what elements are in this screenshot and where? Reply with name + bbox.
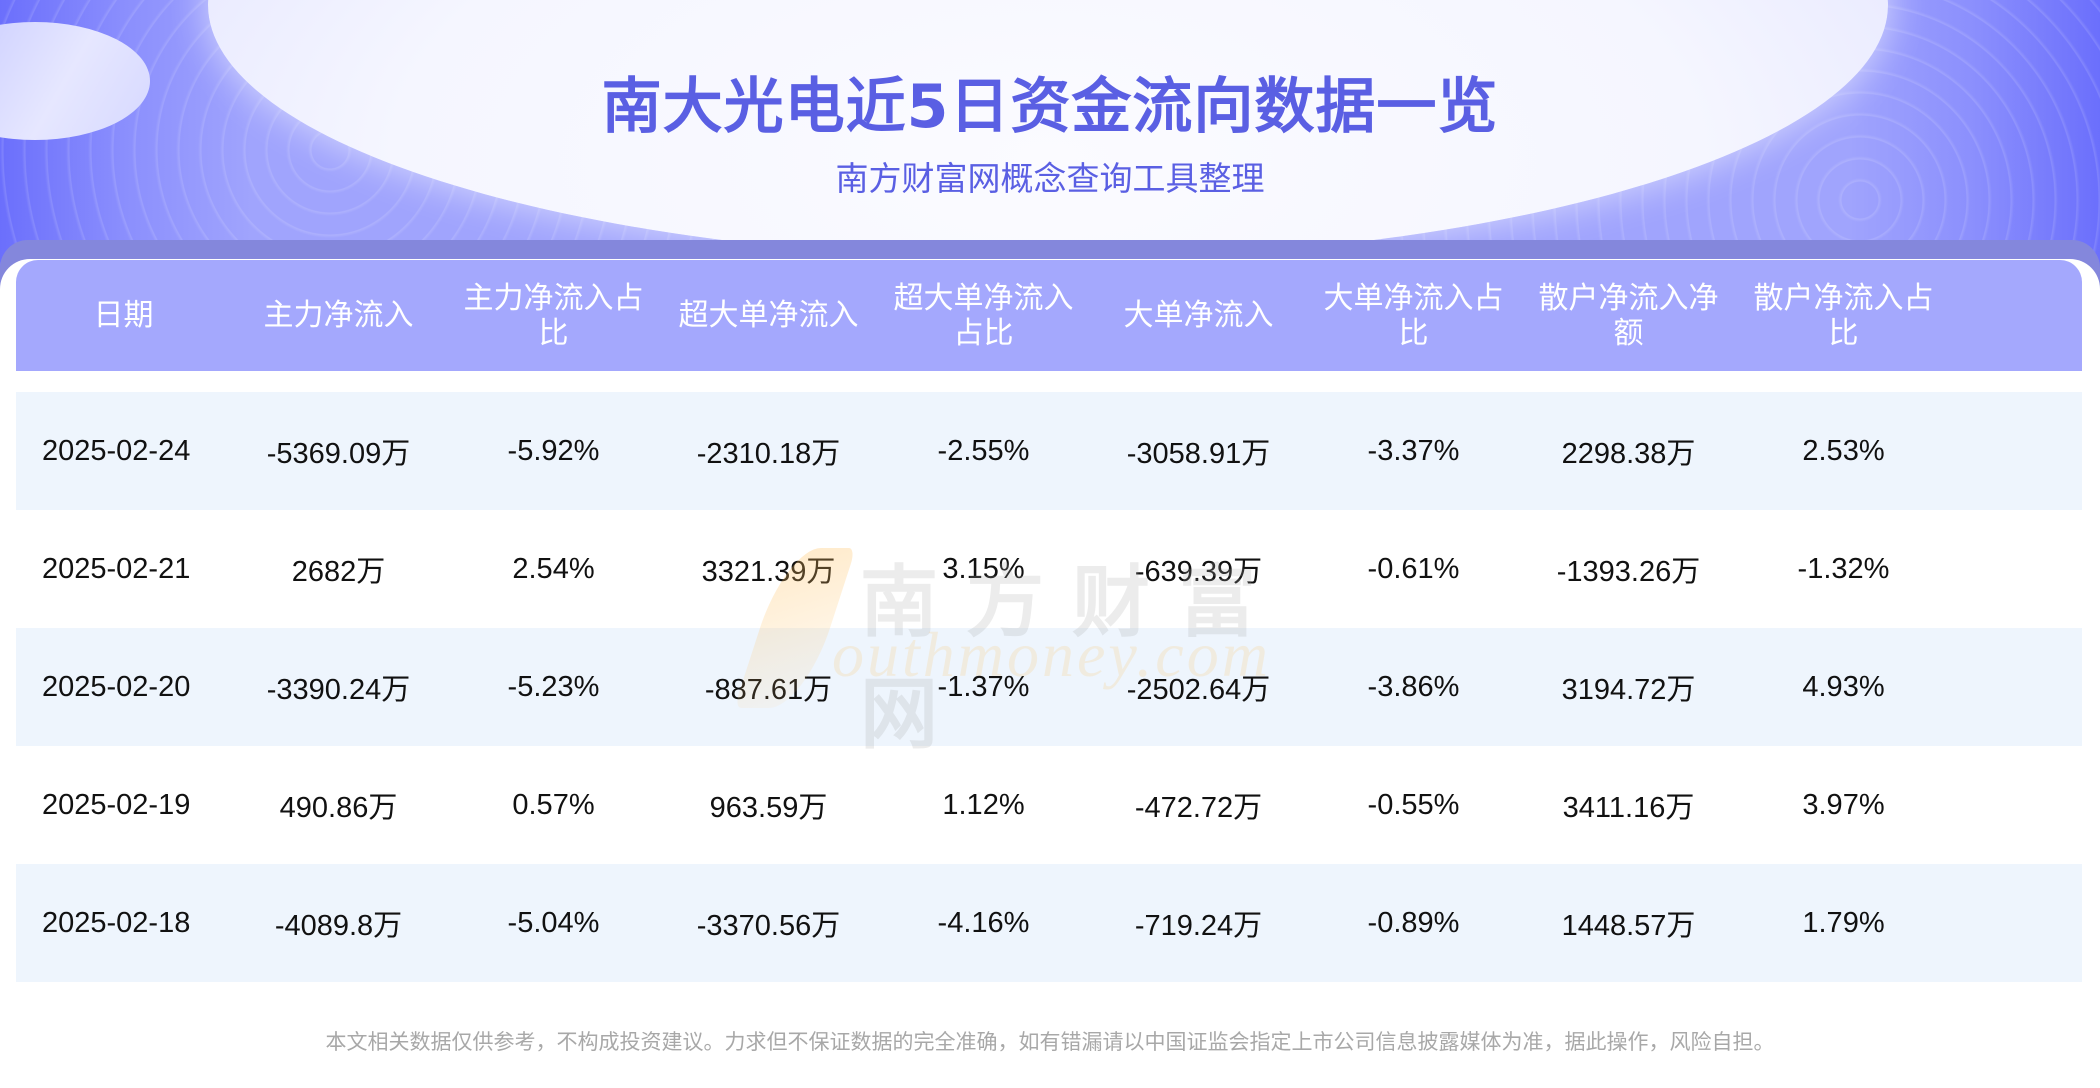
column-header-main-net-inflow-ratio: 主力净流入占比 [463, 280, 644, 351]
cell-retail-net-inflow: 3411.16万 [1562, 792, 1695, 824]
cell-main-net-inflow: 490.86万 [279, 792, 398, 824]
cell-retail-net-inflow-ratio: 3.97% [1802, 788, 1885, 821]
cell-retail-net-inflow: 3194.72万 [1561, 674, 1696, 706]
column-header-main-net-inflow: 主力净流入 [263, 298, 414, 333]
column-header-large-net-inflow: 大单净流入 [1123, 298, 1274, 333]
cell-super-large-net-inflow-ratio: 1.12% [942, 788, 1025, 821]
column-header-super-large-net-inflow: 超大单净流入 [678, 298, 859, 333]
column-header-retail-net-inflow: 散户净流入净额 [1538, 280, 1719, 351]
cell-retail-net-inflow-ratio: 4.93% [1802, 670, 1885, 703]
cell-large-net-inflow-ratio: -0.89% [1367, 906, 1460, 939]
cell-large-net-inflow: -719.24万 [1134, 910, 1263, 942]
cell-super-large-net-inflow: -887.61万 [704, 674, 833, 706]
page-title: 南大光电近5日资金流向数据一览 [601, 72, 1499, 142]
column-header-date: 日期 [93, 298, 154, 333]
page-subtitle: 南方财富网概念查询工具整理 [835, 159, 1265, 198]
cell-super-large-net-inflow-ratio: -1.37% [937, 670, 1030, 703]
cell-super-large-net-inflow-ratio: 3.15% [942, 552, 1025, 585]
table-row: 2025-02-18 -4089.8万 -5.04% -3370.56万 -4.… [16, 864, 2082, 982]
cell-large-net-inflow: -3058.91万 [1126, 438, 1271, 470]
cell-main-net-inflow: 2682万 [291, 556, 386, 588]
cell-super-large-net-inflow: -2310.18万 [696, 438, 841, 470]
disclaimer-text: 本文相关数据仅供参考，不构成投资建议。力求但不保证数据的完全准确，如有错漏请以中… [325, 1030, 1775, 1054]
cell-date: 2025-02-18 [42, 906, 191, 939]
cell-retail-net-inflow: -1393.26万 [1556, 556, 1701, 588]
cell-large-net-inflow-ratio: -3.86% [1367, 670, 1460, 703]
table-header: 日期 主力净流入 主力净流入占比 超大单净流入 超大单净流入占比 大单净流入 大… [16, 260, 2082, 371]
cell-retail-net-inflow-ratio: -1.32% [1797, 552, 1890, 585]
cell-super-large-net-inflow: -3370.56万 [696, 910, 841, 942]
cell-date: 2025-02-24 [42, 434, 191, 467]
cell-main-net-inflow: -3390.24万 [266, 674, 411, 706]
cell-large-net-inflow: -2502.64万 [1126, 674, 1271, 706]
cell-retail-net-inflow-ratio: 1.79% [1802, 906, 1885, 939]
table-body: 2025-02-24 -5369.09万 -5.92% -2310.18万 -2… [16, 392, 2082, 982]
column-header-retail-net-inflow-ratio: 散户净流入占比 [1753, 280, 1934, 351]
cell-date: 2025-02-19 [42, 788, 191, 821]
cell-main-net-inflow-ratio: -5.04% [507, 906, 600, 939]
cell-main-net-inflow-ratio: 0.57% [512, 788, 595, 821]
cell-large-net-inflow-ratio: -3.37% [1367, 434, 1460, 467]
cell-super-large-net-inflow-ratio: -4.16% [937, 906, 1030, 939]
column-header-large-net-inflow-ratio: 大单净流入占比 [1323, 280, 1504, 351]
cell-main-net-inflow-ratio: 2.54% [512, 552, 595, 585]
table-row: 2025-02-24 -5369.09万 -5.92% -2310.18万 -2… [16, 392, 2082, 510]
cell-date: 2025-02-21 [42, 552, 191, 585]
cell-large-net-inflow-ratio: -0.55% [1367, 788, 1460, 821]
cell-retail-net-inflow-ratio: 2.53% [1802, 434, 1885, 467]
cell-super-large-net-inflow: 963.59万 [709, 792, 828, 824]
cell-large-net-inflow: -472.72万 [1134, 792, 1263, 824]
cell-retail-net-inflow: 1448.57万 [1561, 910, 1696, 942]
cell-main-net-inflow-ratio: -5.23% [507, 670, 600, 703]
table-row: 2025-02-20 -3390.24万 -5.23% -887.61万 -1.… [16, 628, 2082, 746]
cell-super-large-net-inflow-ratio: -2.55% [937, 434, 1030, 467]
column-header-super-large-net-inflow-ratio: 超大单净流入占比 [893, 280, 1074, 351]
cell-main-net-inflow: -5369.09万 [266, 438, 411, 470]
cell-retail-net-inflow: 2298.38万 [1561, 438, 1696, 470]
table-row: 2025-02-21 2682万 2.54% 3321.39万 3.15% -6… [16, 510, 2082, 628]
cell-main-net-inflow-ratio: -5.92% [507, 434, 600, 467]
cell-main-net-inflow: -4089.8万 [274, 910, 403, 942]
hero-banner: 南大光电近5日资金流向数据一览 南方财富网概念查询工具整理 [0, 0, 2100, 270]
cell-date: 2025-02-20 [42, 670, 191, 703]
cell-large-net-inflow-ratio: -0.61% [1367, 552, 1460, 585]
cell-super-large-net-inflow: 3321.39万 [701, 556, 836, 588]
table-row: 2025-02-19 490.86万 0.57% 963.59万 1.12% -… [16, 746, 2082, 864]
cell-large-net-inflow: -639.39万 [1134, 556, 1263, 588]
